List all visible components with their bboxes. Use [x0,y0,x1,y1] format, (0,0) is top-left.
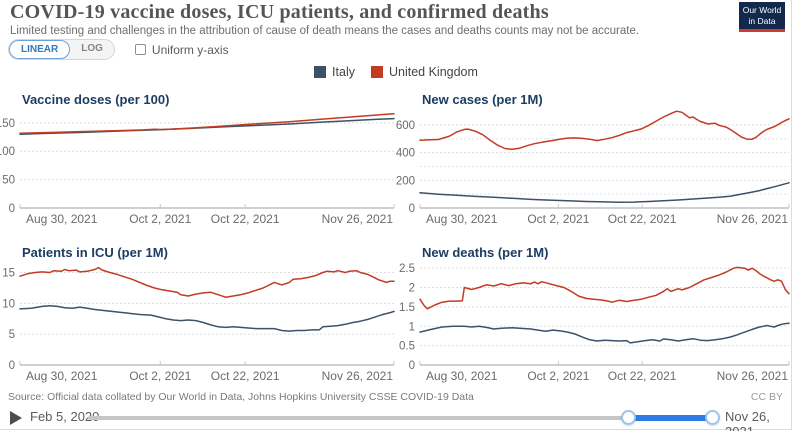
x-tick-label: Oct 22, 2021 [211,369,280,383]
x-tick-label: Oct 22, 2021 [211,212,280,226]
chart-new-deaths: New deaths (per 1M) 0 0.5 1 1.5 2 2.5 Aug 30, … [392,243,790,390]
chart-icu-patients: Patients in ICU (per 1M) 0 5 10 15 Aug 30, 2… [0,243,395,390]
x-tick-label: Aug 30, 2021 [26,369,98,383]
owid-logo[interactable]: Our World in Data [739,2,785,32]
y-tick-label: 5 [9,329,15,341]
y-tick-label: 2.5 [399,263,415,275]
uniform-y-axis-toggle[interactable]: Uniform y-axis [134,42,229,57]
y-tick-label: 600 [396,120,415,132]
chart-new-cases: New cases (per 1M) 0 200 400 600 Aug 30, 202… [392,90,790,233]
italy-swatch [314,66,327,78]
y-tick-label: 0 [409,360,415,372]
chart-title: New deaths (per 1M) [422,245,549,260]
line-united-kingdom [419,110,790,151]
united-kingdom-swatch [370,66,383,78]
x-tick-label: Aug 30, 2021 [26,212,98,226]
chart-vaccine-doses: Vaccine doses (per 100) 0 50 100 150 Aug 30,… [0,90,395,233]
x-tick-label: Nov 26, 2021 [322,212,394,226]
x-tick-label: Oct 2, 2021 [527,212,589,226]
source-note: Source: Official data collated by Our Wo… [8,391,474,403]
x-tick-label: Oct 22, 2021 [608,369,677,383]
scale-toggle: LINEAR LOG [8,39,115,60]
chart-title: Vaccine doses (per 100) [22,92,170,107]
y-tick-label: 200 [396,175,415,187]
uniform-y-axis-checkbox[interactable] [134,44,146,55]
x-tick-label: Aug 30, 2021 [426,369,498,383]
y-tick-label: 1 [409,321,415,333]
y-tick-label: 0.5 [399,341,415,353]
page-subtitle: Limited testing and challenges in the at… [10,25,640,37]
timeline-end-handle[interactable] [705,410,720,425]
log-button[interactable]: LOG [81,43,103,54]
line-italy [419,322,790,344]
timeline-start-handle[interactable] [621,410,636,425]
chart-plot[interactable]: 0 200 400 600 Aug 30, 2021 Oct 2, 2021 Oct 22,… [392,110,790,228]
timeline-end-date: Nov 26, 2021 [725,409,770,431]
line-italy [19,305,395,332]
x-tick-label: Oct 22, 2021 [608,212,677,226]
chart-plot[interactable]: 0 0.5 1 1.5 2 2.5 Aug 30, 2021 Oct 2, 2021 Oct 2… [392,263,790,385]
scale-controls: LINEAR LOG Uniform y-axis [8,39,229,60]
timeline-selected-range [629,415,713,421]
x-tick-label: Nov 26, 2021 [717,212,789,226]
page-title: COVID-19 vaccine doses, ICU patients, an… [10,1,549,23]
y-tick-label: 15 [2,268,15,280]
linear-button[interactable]: LINEAR [9,40,71,59]
line-united-kingdom [419,266,790,310]
y-tick-label: 0 [409,203,415,215]
y-tick-label: 1.5 [399,302,415,314]
y-tick-label: 50 [2,175,15,187]
uniform-y-axis-label: Uniform y-axis [151,42,229,57]
chart-plot[interactable]: 0 5 10 15 Aug 30, 2021 Oct 2, 2021 Oct 22, 202… [0,263,395,385]
legend-item-italy[interactable]: Italy [314,65,355,79]
line-united-kingdom [19,266,395,298]
y-tick-label: 2 [409,283,415,295]
line-italy [419,182,790,203]
legend-label: United Kingdom [388,65,478,79]
timeline-slider[interactable] [88,410,720,425]
y-tick-label: 400 [396,148,415,160]
y-tick-label: 0 [9,203,15,215]
owid-logo-line1: Our World [742,4,782,15]
y-tick-label: 150 [0,118,15,130]
owid-logo-line2: in Data [748,15,776,26]
x-tick-label: Nov 26, 2021 [717,369,789,383]
chart-title: Patients in ICU (per 1M) [22,245,168,260]
play-icon[interactable] [10,411,22,425]
timeline-start-date: Feb 5, 2020 [30,409,100,424]
chart-legend: Italy United Kingdom [0,65,792,79]
y-tick-label: 10 [2,298,15,310]
y-tick-label: 0 [9,360,15,372]
line-united-kingdom [19,112,395,135]
legend-item-united-kingdom[interactable]: United Kingdom [370,65,478,79]
x-tick-label: Aug 30, 2021 [426,212,498,226]
y-tick-label: 100 [0,146,15,158]
x-tick-label: Oct 2, 2021 [527,369,589,383]
legend-label: Italy [332,65,355,79]
license-link[interactable]: CC BY [750,391,783,403]
x-tick-label: Oct 2, 2021 [129,212,191,226]
chart-plot[interactable]: 0 50 100 150 Aug 30, 2021 Oct 2, 2021 Oct 22, … [0,110,395,228]
x-tick-label: Nov 26, 2021 [322,369,394,383]
x-tick-label: Oct 2, 2021 [129,369,191,383]
chart-title: New cases (per 1M) [422,92,543,107]
